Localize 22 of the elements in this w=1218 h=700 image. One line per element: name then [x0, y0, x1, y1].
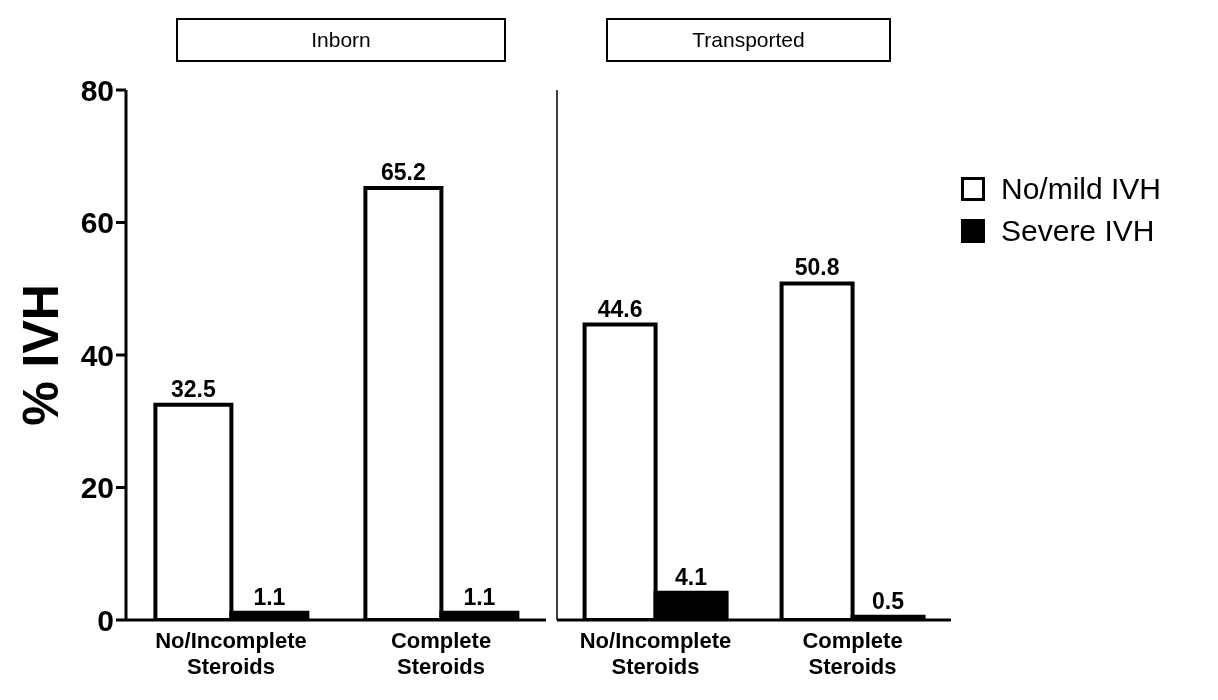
- data-label: 4.1: [675, 563, 708, 590]
- data-label: 65.2: [381, 159, 426, 186]
- x-tick-label: Complete Steroids: [802, 628, 903, 679]
- data-label: 32.5: [171, 375, 216, 402]
- y-tick-label: 80: [80, 73, 114, 107]
- legend-label: Severe IVH: [1001, 214, 1155, 248]
- y-axis-title: % IVH: [12, 284, 69, 426]
- x-tick-label: No/Incomplete Steroids: [155, 628, 307, 679]
- y-tick-label: 20: [80, 471, 114, 505]
- data-label: 0.5: [872, 587, 905, 614]
- chart-title: Transported: [606, 18, 891, 62]
- legend-label: No/mild IVH: [1001, 172, 1162, 206]
- y-tick-label: 0: [97, 603, 114, 637]
- x-tick-label: Complete Steroids: [390, 628, 492, 679]
- data-label: 1.1: [463, 583, 496, 610]
- data-label: 1.1: [253, 583, 286, 610]
- data-label: 44.6: [597, 295, 643, 322]
- x-tick-label: No/Incomplete Steroids: [579, 628, 732, 679]
- y-tick-label: 40: [80, 338, 114, 372]
- data-label: 50.8: [794, 254, 840, 281]
- y-tick-label: 60: [80, 206, 114, 240]
- chart-title: Inborn: [176, 18, 506, 62]
